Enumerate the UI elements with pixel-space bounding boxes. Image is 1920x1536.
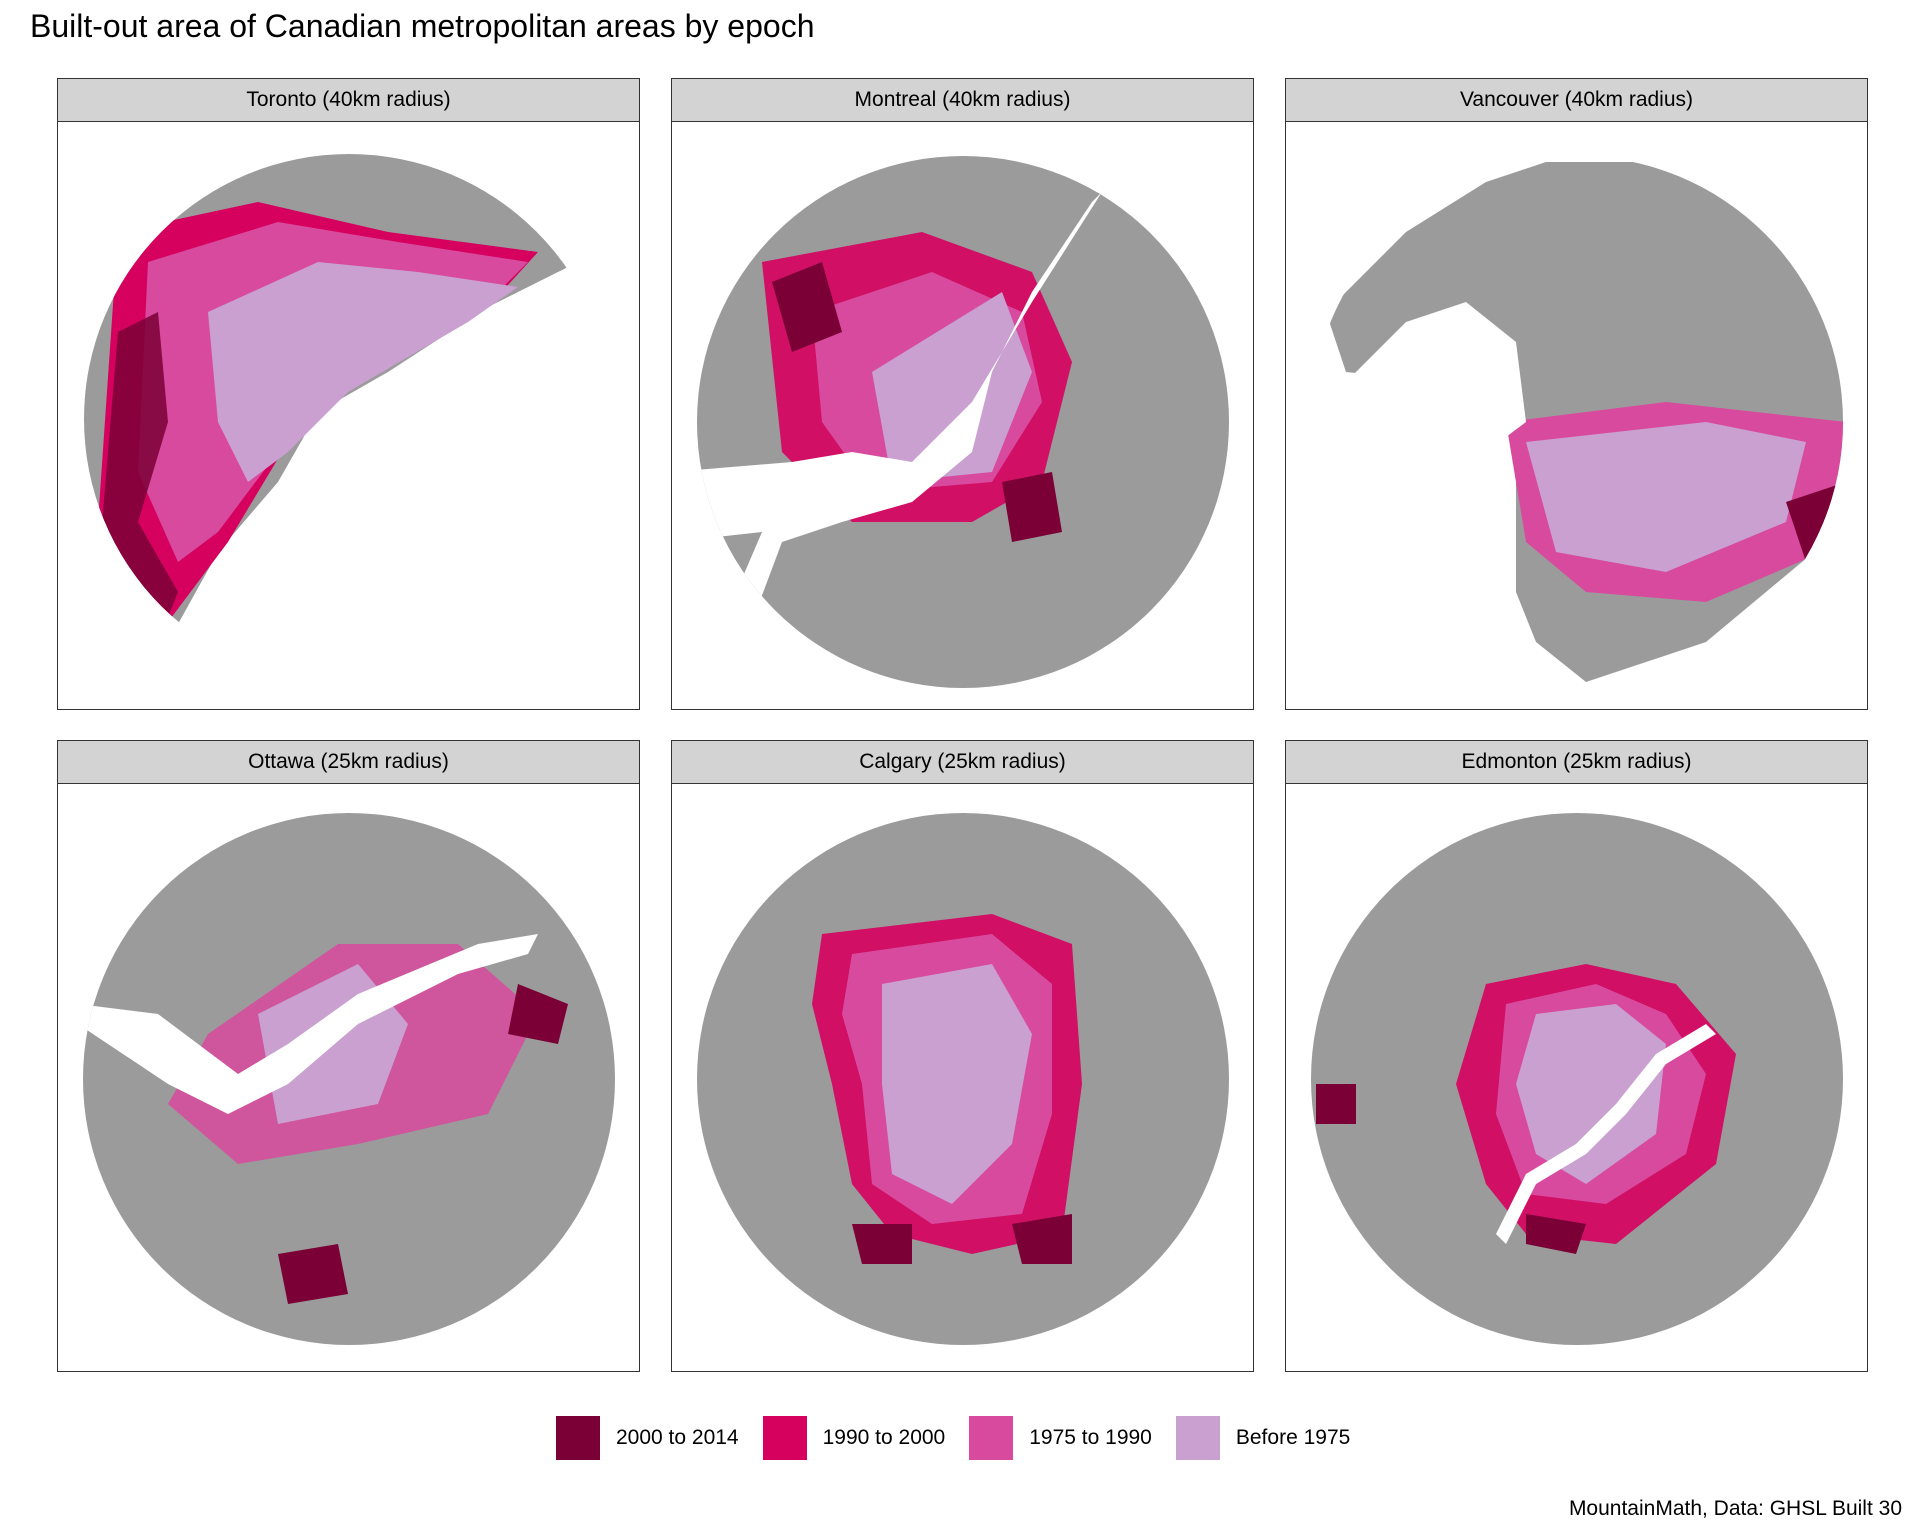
legend-swatch — [762, 1416, 807, 1460]
legend: 2000 to 2014 1990 to 2000 1975 to 1990 B… — [556, 1416, 1374, 1460]
panel-montreal: Montreal (40km radius) — [671, 78, 1254, 710]
built-before-1975 — [872, 292, 1032, 482]
map-edmonton — [1285, 784, 1868, 1372]
panel-label: Ottawa (25km radius) — [57, 740, 640, 784]
legend-swatch — [1175, 1416, 1220, 1460]
legend-swatch — [969, 1416, 1014, 1460]
panel-ottawa: Ottawa (25km radius) — [57, 740, 640, 1372]
legend-label: 1990 to 2000 — [822, 1426, 946, 1449]
legend-item: 1990 to 2000 — [762, 1416, 946, 1460]
map-calgary — [671, 784, 1254, 1372]
panel-vancouver: Vancouver (40km radius) — [1285, 78, 1868, 710]
legend-item: 2000 to 2014 — [556, 1416, 739, 1460]
river-water — [83, 934, 538, 1114]
legend-label: 1975 to 1990 — [1029, 1426, 1152, 1449]
built-before-1975 — [1516, 1004, 1666, 1184]
river-water — [1496, 1024, 1716, 1244]
panel-label: Calgary (25km radius) — [671, 740, 1254, 784]
map-toronto — [57, 122, 640, 710]
built-2000-2014 — [278, 984, 568, 1304]
legend-item: Before 1975 — [1175, 1416, 1351, 1460]
built-before-1975 — [1526, 422, 1806, 572]
chart-title: Built-out area of Canadian metropolitan … — [30, 8, 815, 44]
panel-label: Vancouver (40km radius) — [1285, 78, 1868, 122]
panel-label: Montreal (40km radius) — [671, 78, 1254, 122]
built-2000-2014 — [852, 1214, 1072, 1264]
built-2000-2014 — [1316, 1084, 1586, 1254]
water — [1346, 302, 1526, 452]
legend-swatch — [556, 1416, 600, 1460]
panel-label: Edmonton (25km radius) — [1285, 740, 1868, 784]
built-before-1975 — [882, 964, 1032, 1204]
map-vancouver — [1285, 122, 1868, 710]
legend-label: 2000 to 2014 — [616, 1426, 739, 1449]
river-water — [697, 192, 1102, 622]
panel-edmonton: Edmonton (25km radius) — [1285, 740, 1868, 1372]
panel-toronto: Toronto (40km radius) — [57, 78, 640, 710]
map-ottawa — [57, 784, 640, 1372]
built-before-1975 — [208, 262, 518, 482]
map-montreal — [671, 122, 1254, 710]
legend-label: Before 1975 — [1235, 1426, 1351, 1449]
legend-item: 1975 to 1990 — [969, 1416, 1152, 1460]
panel-label: Toronto (40km radius) — [57, 78, 640, 122]
caption: MountainMath, Data: GHSL Built 30 — [1568, 1497, 1902, 1520]
built-2000-2014 — [772, 262, 1062, 542]
panel-calgary: Calgary (25km radius) — [671, 740, 1254, 1372]
